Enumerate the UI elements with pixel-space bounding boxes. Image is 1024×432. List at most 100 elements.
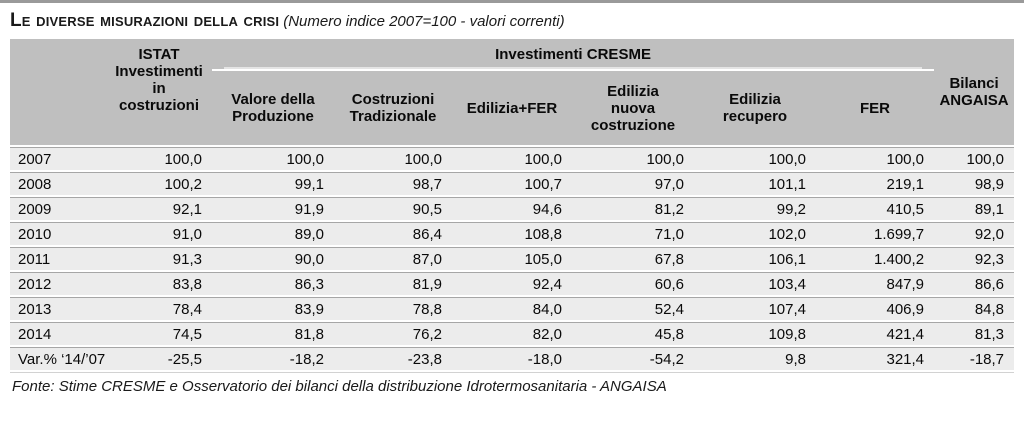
table-cell: -18,2	[212, 347, 334, 372]
table-cell: 78,8	[334, 297, 452, 322]
table-header: ISTAT Investimenti in costruzioni Invest…	[10, 39, 1015, 147]
table-cell: 52,4	[572, 297, 694, 322]
table-row: 2008 100,2 99,1 98,7 100,7 97,0 101,1 219,1 98,9	[10, 172, 1015, 197]
table-cell: 92,3	[934, 247, 1015, 272]
table-cell: -18,7	[934, 347, 1015, 372]
table-cell: 82,0	[452, 322, 572, 347]
table-cell: 219,1	[816, 172, 935, 197]
table-row: 2012 83,8 86,3 81,9 92,4 60,6 103,4 847,9 86,6	[10, 272, 1015, 297]
table-cell: 100,0	[106, 147, 212, 172]
header-bilanci-angaisa: Bilanci ANGAISA	[934, 39, 1015, 147]
table-cell: 410,5	[816, 197, 935, 222]
table-cell: 90,0	[212, 247, 334, 272]
table-cell: 86,6	[934, 272, 1015, 297]
table-cell: 83,8	[106, 272, 212, 297]
table-cell: 101,1	[694, 172, 816, 197]
table-cell: -23,8	[334, 347, 452, 372]
row-label: 2013	[10, 297, 106, 322]
source-note: Fonte: Stime CRESME e Osservatorio dei b…	[12, 378, 667, 395]
table-cell: 100,0	[934, 147, 1015, 172]
table-cell: 76,2	[334, 322, 452, 347]
istat-sub-header: Investimenti in costruzioni	[115, 63, 203, 114]
table-cell: 92,4	[452, 272, 572, 297]
header-edilizia-fer: Edilizia+FER	[452, 71, 572, 147]
row-label: 2008	[10, 172, 106, 197]
table-cell: 100,0	[816, 147, 935, 172]
header-costruzioni-tradizionale: Costruzioni Tradizionale	[334, 71, 452, 147]
table-cell: 83,9	[212, 297, 334, 322]
table-cell: 106,1	[694, 247, 816, 272]
table-row: 2013 78,4 83,9 78,8 84,0 52,4 107,4 406,9 84,8	[10, 297, 1015, 322]
table-cell: 108,8	[452, 222, 572, 247]
table-row: 2007 100,0 100,0 100,0 100,0 100,0 100,0 100,0 1…	[10, 147, 1015, 172]
table-cell: 321,4	[816, 347, 935, 372]
table-cell: 98,9	[934, 172, 1015, 197]
row-label: 2014	[10, 322, 106, 347]
table-cell: 90,5	[334, 197, 452, 222]
header-cresme-group: Investimenti CRESME	[212, 39, 935, 71]
cresme-group-title: Investimenti CRESME	[495, 46, 651, 63]
table-cell: 105,0	[452, 247, 572, 272]
table-cell: 74,5	[106, 322, 212, 347]
table-cell: 86,4	[334, 222, 452, 247]
page-top-rule	[0, 0, 1024, 3]
header-edilizia-nuova-costruzione: Edilizia nuova costruzione	[572, 71, 694, 147]
table-cell: 98,7	[334, 172, 452, 197]
table-cell: -54,2	[572, 347, 694, 372]
row-label: 2007	[10, 147, 106, 172]
table-cell: 87,0	[334, 247, 452, 272]
figure-title-bar: Le diverse misurazioni della crisi (Numer…	[10, 10, 1014, 32]
header-fer: FER	[816, 71, 935, 147]
table-cell: 100,0	[694, 147, 816, 172]
row-label: 2011	[10, 247, 106, 272]
row-label: 2010	[10, 222, 106, 247]
table-cell: 89,1	[934, 197, 1015, 222]
table-row: 2010 91,0 89,0 86,4 108,8 71,0 102,0 1.699,7 92,…	[10, 222, 1015, 247]
table-cell: 81,8	[212, 322, 334, 347]
table-cell: 67,8	[572, 247, 694, 272]
table-row: 2009 92,1 91,9 90,5 94,6 81,2 99,2 410,5 89,1	[10, 197, 1015, 222]
table-row: Var.% ‘14/’07 -25,5 -18,2 -23,8 -18,0 -54,2 9,…	[10, 347, 1015, 372]
table-cell: 100,2	[106, 172, 212, 197]
table-cell: 78,4	[106, 297, 212, 322]
table-row: 2011 91,3 90,0 87,0 105,0 67,8 106,1 1.400,2 92,…	[10, 247, 1015, 272]
table-cell: 97,0	[572, 172, 694, 197]
crisis-index-table: ISTAT Investimenti in costruzioni Invest…	[10, 39, 1015, 373]
table-cell: 421,4	[816, 322, 935, 347]
table-cell: 60,6	[572, 272, 694, 297]
table-cell: 102,0	[694, 222, 816, 247]
table-cell: 1.400,2	[816, 247, 935, 272]
table-cell: 89,0	[212, 222, 334, 247]
table-cell: 84,0	[452, 297, 572, 322]
row-label: Var.% ‘14/’07	[10, 347, 106, 372]
table-cell: 71,0	[572, 222, 694, 247]
table-cell: 81,9	[334, 272, 452, 297]
table-row: 2014 74,5 81,8 76,2 82,0 45,8 109,8 421,4 81,3	[10, 322, 1015, 347]
table-cell: 103,4	[694, 272, 816, 297]
header-edilizia-recupero: Edilizia recupero	[694, 71, 816, 147]
figure-title: Le diverse misurazioni della crisi	[10, 10, 280, 31]
cresme-group-underline	[224, 67, 923, 69]
figure-subtitle: (Numero indice 2007=100 - valori corrent…	[283, 13, 565, 30]
table-body: 2007 100,0 100,0 100,0 100,0 100,0 100,0 100,0 1…	[10, 147, 1015, 372]
table-cell: 91,3	[106, 247, 212, 272]
table-cell: -25,5	[106, 347, 212, 372]
table-cell: 91,0	[106, 222, 212, 247]
table-cell: 100,0	[572, 147, 694, 172]
table-cell: 81,2	[572, 197, 694, 222]
table-cell: 94,6	[452, 197, 572, 222]
table-cell: 9,8	[694, 347, 816, 372]
table-cell: 81,3	[934, 322, 1015, 347]
row-label: 2009	[10, 197, 106, 222]
table-cell: 100,0	[212, 147, 334, 172]
table-cell: 100,0	[452, 147, 572, 172]
table-cell: 84,8	[934, 297, 1015, 322]
header-istat-group: ISTAT Investimenti in costruzioni	[106, 39, 212, 147]
istat-group-title: ISTAT	[138, 46, 180, 63]
table-cell: 109,8	[694, 322, 816, 347]
table-cell: 1.699,7	[816, 222, 935, 247]
header-year-spacer	[10, 39, 106, 147]
table-cell: 91,9	[212, 197, 334, 222]
table-cell: 99,2	[694, 197, 816, 222]
table-cell: 45,8	[572, 322, 694, 347]
